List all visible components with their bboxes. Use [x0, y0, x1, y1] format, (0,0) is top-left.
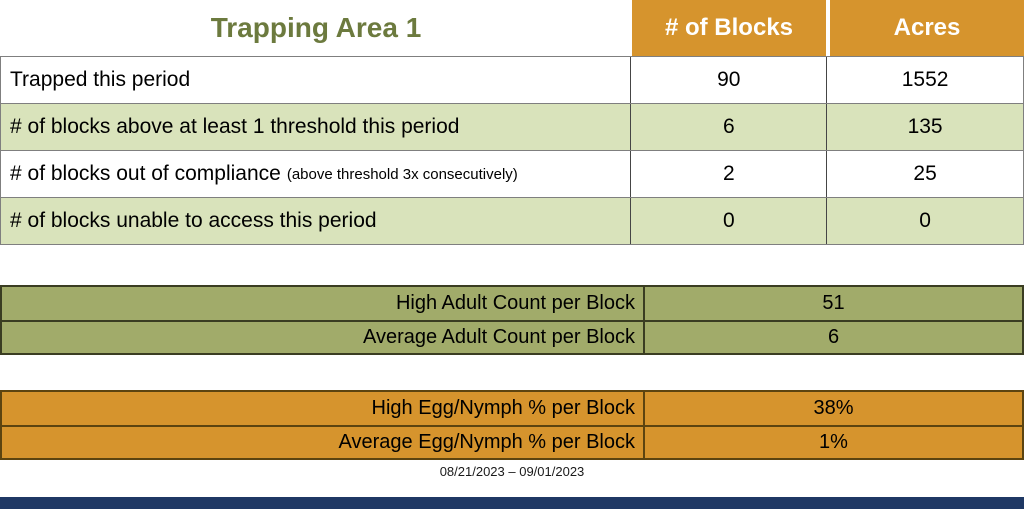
header-divider	[826, 0, 830, 56]
blocks-value: 0	[631, 198, 828, 244]
row-label: # of blocks above at least 1 threshold t…	[10, 115, 460, 138]
row-label: # of blocks out of compliance	[10, 162, 281, 185]
spacer	[0, 355, 1024, 390]
table-row: # of blocks out of compliance (above thr…	[1, 151, 1023, 198]
blocks-value: 2	[631, 151, 828, 197]
page-title: Trapping Area 1	[0, 0, 632, 56]
row-label: Average Egg/Nymph % per Block	[2, 427, 645, 458]
row-label: Trapped this period	[10, 68, 191, 91]
row-value: 6	[827, 326, 840, 348]
row-value: 38%	[813, 397, 854, 419]
date-range: 08/21/2023 – 09/01/2023	[439, 463, 585, 479]
row-label: High Adult Count per Block	[2, 287, 645, 320]
egg-nymph-table: High Egg/Nymph % per Block 38% Average E…	[0, 390, 1024, 460]
row-label: High Egg/Nymph % per Block	[2, 392, 645, 425]
table-row: # of blocks unable to access this period…	[1, 198, 1023, 245]
table-row: # of blocks above at least 1 threshold t…	[1, 104, 1023, 151]
row-value: 1%	[819, 431, 848, 453]
row-label: # of blocks unable to access this period	[10, 209, 377, 232]
table-row: Trapped this period 90 1552	[1, 57, 1023, 104]
table-header-row: Trapping Area 1 # of Blocks Acres	[0, 0, 1024, 56]
acres-value: 1552	[901, 68, 949, 91]
column-header-blocks: # of Blocks	[632, 0, 826, 56]
acres-value: 0	[919, 209, 931, 232]
table-row: High Egg/Nymph % per Block 38%	[2, 392, 1022, 425]
column-header-acres: Acres	[830, 0, 1024, 56]
blocks-value: 6	[631, 104, 828, 150]
acres-value: 25	[913, 162, 937, 185]
table-row: Average Adult Count per Block 6	[2, 320, 1022, 353]
row-value: 51	[822, 292, 845, 314]
table-row: High Adult Count per Block 51	[2, 287, 1022, 320]
footer-accent-bar	[0, 497, 1024, 509]
adult-count-table: High Adult Count per Block 51 Average Ad…	[0, 285, 1024, 355]
spacer	[0, 245, 1024, 285]
row-label-note: (above threshold 3x consecutively)	[286, 165, 518, 183]
row-label: Average Adult Count per Block	[2, 322, 645, 353]
table-row: Average Egg/Nymph % per Block 1%	[2, 425, 1022, 458]
blocks-value: 90	[631, 57, 828, 103]
summary-table: Trapped this period 90 1552 # of blocks …	[0, 56, 1024, 245]
acres-value: 135	[907, 115, 943, 138]
